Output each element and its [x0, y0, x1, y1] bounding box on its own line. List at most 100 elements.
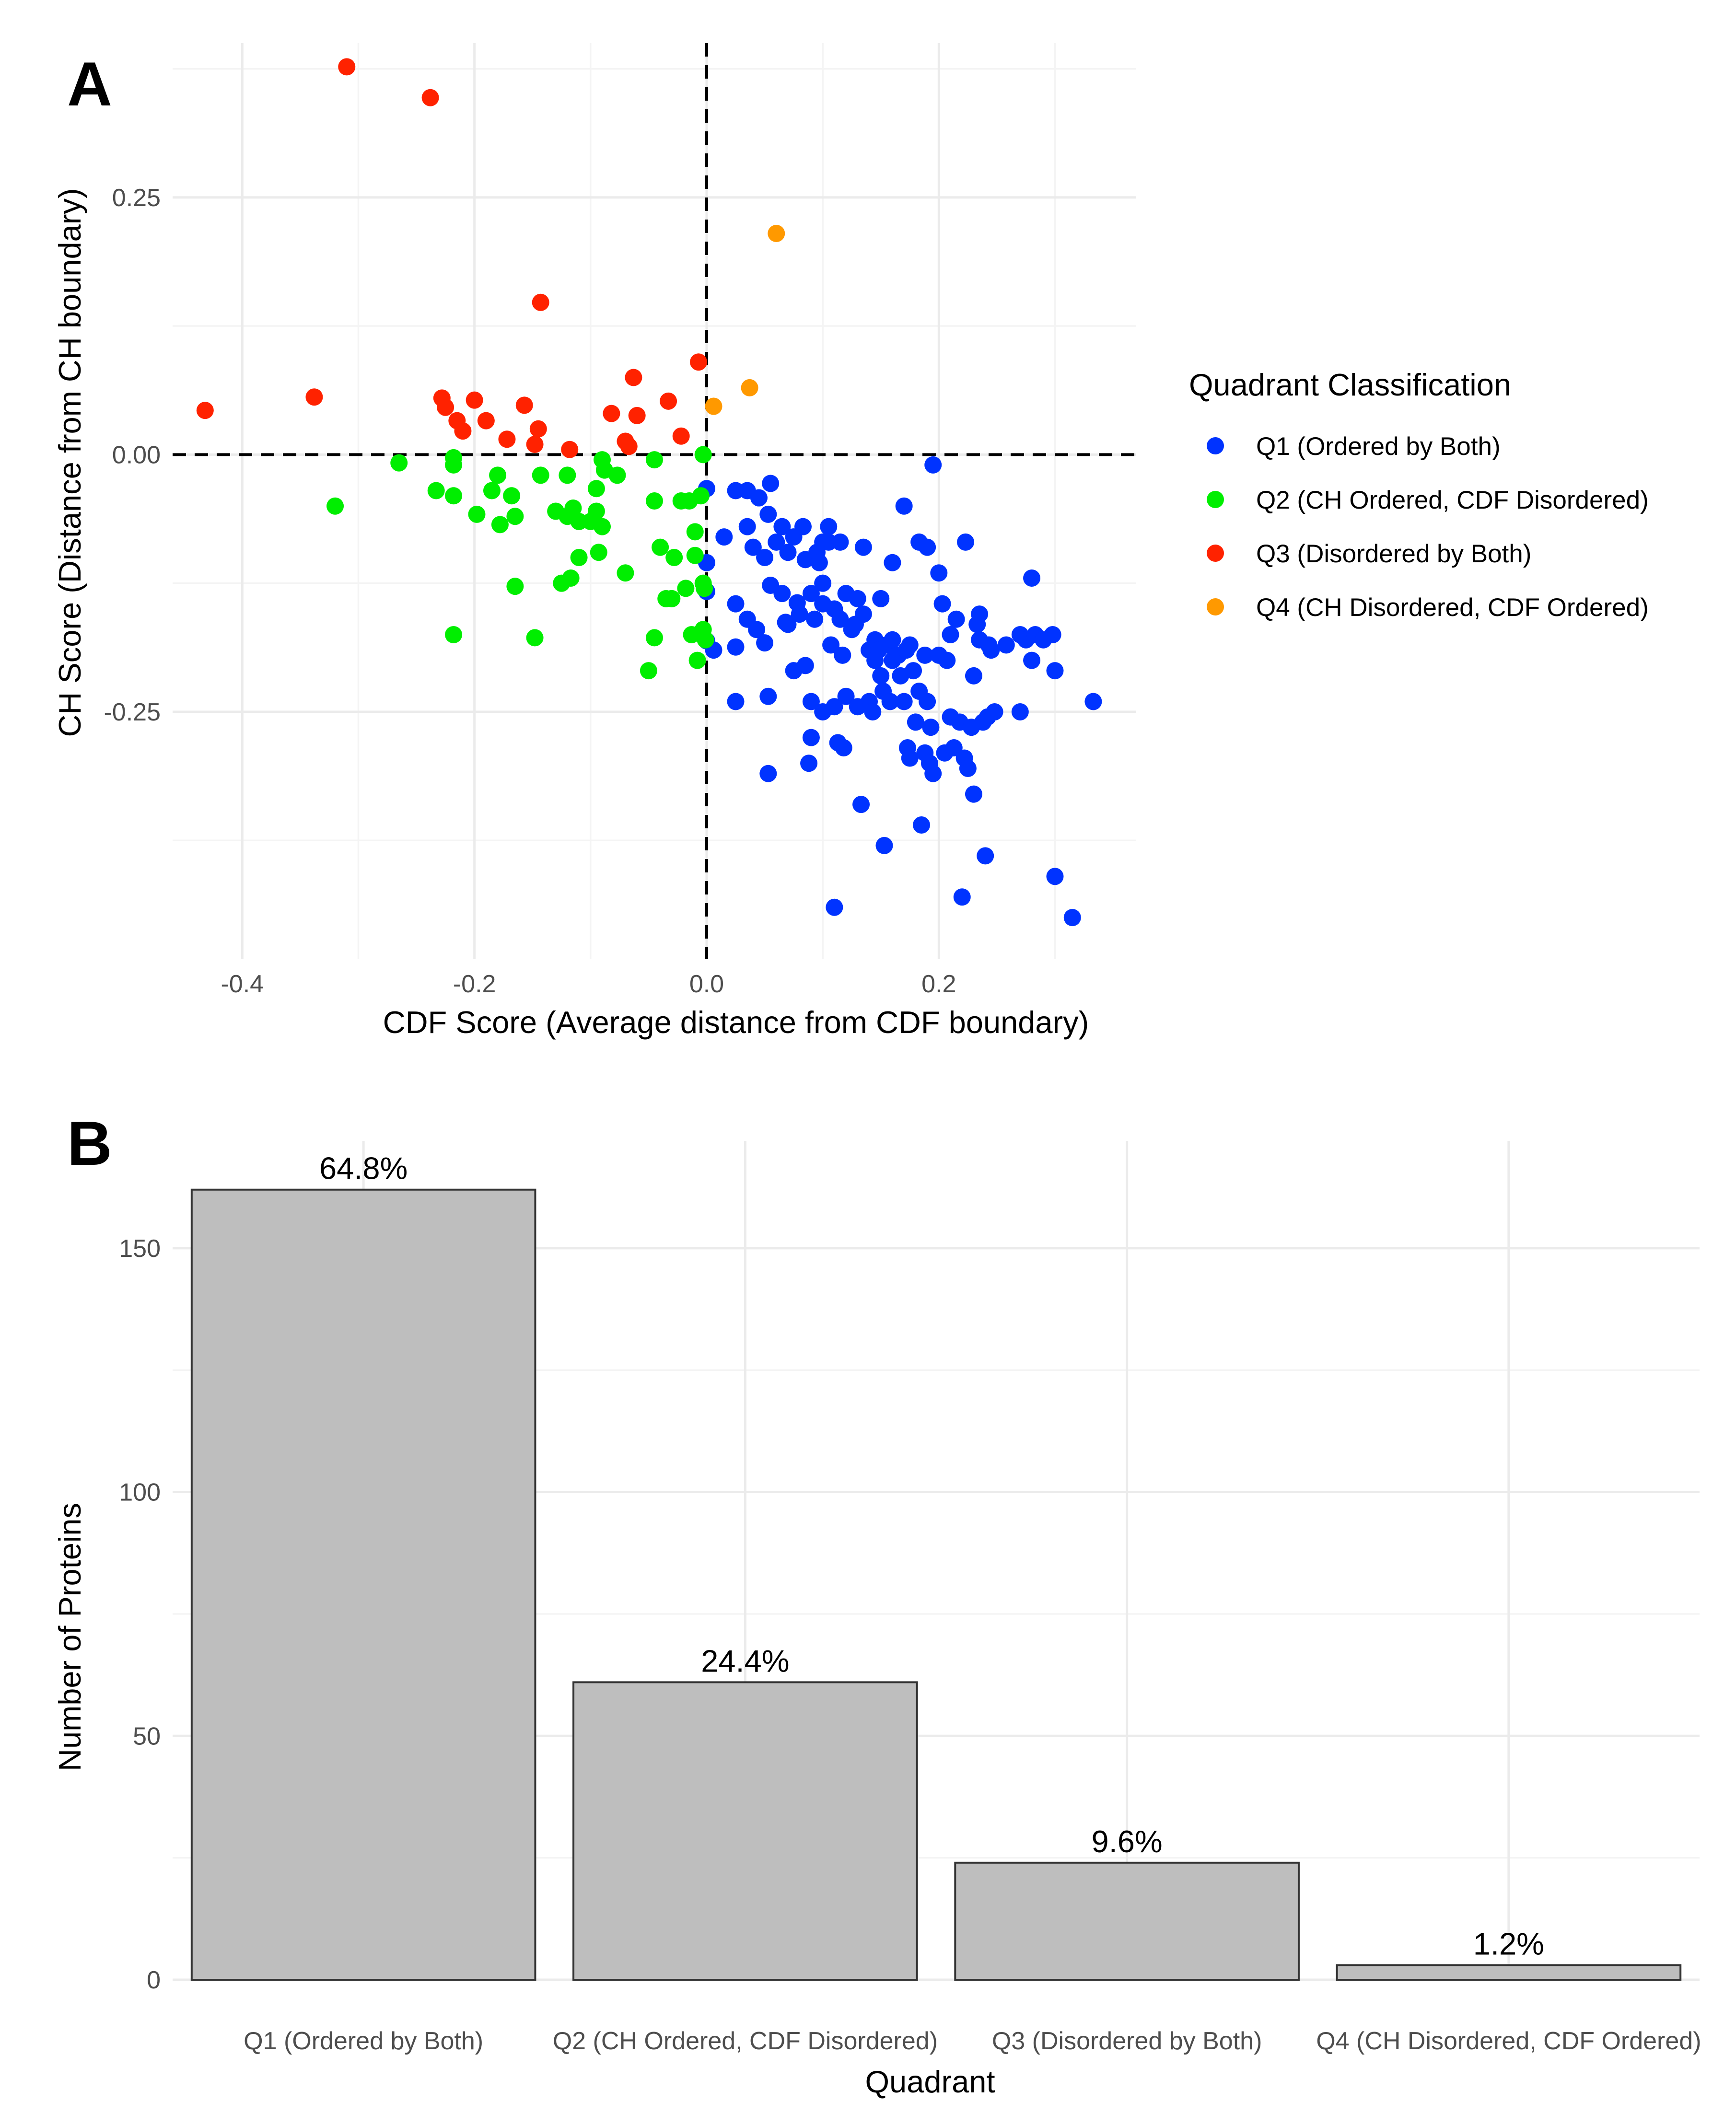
scatter-point-q1	[942, 626, 959, 643]
scatter-point-q1	[924, 456, 942, 474]
scatter-point-q3	[628, 406, 646, 424]
scatter-point-q1	[959, 759, 977, 777]
scatter-panel: A -0.4 -0.2 0.0 0.2 -0.25 0.00 0.25 CDF Score…	[52, 43, 1649, 1040]
scatter-point-q1	[800, 755, 818, 772]
scatter-point-q1	[802, 585, 820, 603]
scatter-point-q2	[468, 505, 486, 523]
scatter-point-q2	[427, 482, 445, 499]
scatter-point-q1	[1046, 662, 1064, 680]
scatter-point-q2	[506, 508, 524, 525]
scatter-point-q3	[620, 438, 638, 455]
scatter-point-q1	[738, 518, 756, 535]
bar-y-tick-labels: 0 50 100 150	[119, 1235, 161, 1994]
scatter-point-q1	[872, 667, 890, 685]
scatter-point-q1	[901, 636, 919, 654]
scatter-point-q2	[688, 651, 706, 669]
scatter-point-q1	[834, 646, 851, 664]
scatter-y-tick-labels: -0.25 0.00 0.25	[104, 184, 161, 726]
bar-data-label-q3: 9.6%	[1092, 1824, 1163, 1859]
scatter-point-q2	[445, 456, 463, 474]
scatter-point-q1	[895, 497, 913, 515]
scatter-point-q2	[503, 487, 521, 505]
scatter-point-q1	[779, 544, 797, 561]
scatter-point-q1	[837, 687, 855, 705]
scatter-point-q1	[957, 533, 975, 551]
scatter-point-q2	[665, 549, 683, 567]
scatter-point-q2	[532, 466, 549, 484]
scatter-point-q1	[901, 749, 919, 767]
bar-q1	[190, 1188, 536, 1981]
scatter-point-q3	[561, 441, 579, 458]
scatter-point-q1	[997, 636, 1015, 654]
legend-label-q1: Q1 (Ordered by Both)	[1256, 432, 1501, 461]
scatter-point-q3	[603, 405, 620, 422]
scatter-point-q2	[646, 451, 663, 469]
scatter-point-q1	[759, 765, 777, 782]
scatter-point-q2	[564, 499, 582, 517]
scatter-point-q4	[705, 397, 722, 415]
bar-q3	[954, 1861, 1300, 1981]
legend-key-q4	[1207, 598, 1224, 615]
scatter-legend: Quadrant Classification Q1 (Ordered by B…	[1189, 367, 1649, 622]
scatter-point-q2	[326, 497, 344, 515]
scatter-point-q1	[802, 729, 820, 746]
scatter-point-q2	[617, 564, 634, 582]
scatter-point-q1	[810, 554, 828, 571]
panel-a-letter: A	[67, 49, 112, 119]
scatter-point-q1	[756, 634, 774, 652]
x-tick-label: 0.0	[689, 970, 724, 998]
bar-data-label-q1: 64.8%	[319, 1151, 408, 1186]
scatter-point-q1	[727, 638, 745, 656]
scatter-point-q1	[933, 595, 951, 613]
y-tick-label: 0.25	[112, 184, 161, 212]
scatter-point-q1	[802, 693, 820, 710]
scatter-point-q1	[759, 687, 777, 705]
scatter-point-q3	[466, 391, 483, 409]
scatter-reference-lines	[173, 43, 1136, 959]
scatter-point-q1	[773, 518, 791, 535]
scatter-point-q3	[421, 89, 439, 106]
scatter-point-q1	[826, 698, 843, 716]
scatter-point-q1	[1023, 651, 1041, 669]
scatter-point-q1	[1046, 868, 1064, 885]
scatter-point-q3	[338, 58, 356, 76]
scatter-point-q1	[852, 796, 870, 813]
scatter-point-q1	[820, 518, 838, 535]
scatter-point-q1	[854, 605, 872, 623]
scatter-point-q2	[526, 629, 544, 647]
scatter-point-q1	[1084, 693, 1102, 710]
bar-q4	[1336, 1964, 1682, 1981]
scatter-point-q1	[814, 574, 832, 592]
panel-b-letter: B	[67, 1108, 112, 1178]
scatter-point-q2	[587, 502, 605, 520]
bar-x-tick-labels: Q1 (Ordered by Both) Q2 (CH Ordered, CDF …	[244, 2027, 1701, 2055]
legend-key-q1	[1207, 437, 1224, 454]
scatter-point-q4	[741, 379, 758, 396]
legend-items: Q1 (Ordered by Both) Q2 (CH Ordered, CDF …	[1207, 432, 1649, 622]
scatter-point-q1	[919, 538, 936, 556]
scatter-point-q2	[686, 523, 704, 541]
x-tick-label-q4: Q4 (CH Disordered, CDF Ordered)	[1316, 2027, 1701, 2055]
scatter-point-q2	[608, 466, 626, 484]
scatter-point-q1	[831, 610, 849, 628]
scatter-point-q1	[986, 703, 1003, 720]
scatter-point-q1	[930, 564, 948, 582]
scatter-point-q2	[483, 482, 501, 499]
scatter-point-q1	[1011, 703, 1029, 720]
x-tick-label-q3: Q3 (Disordered by Both)	[992, 2027, 1262, 2055]
scatter-point-q1	[762, 475, 780, 492]
scatter-point-q1	[806, 610, 824, 628]
scatter-point-q1	[756, 549, 774, 567]
scatter-point-q1	[924, 765, 942, 782]
scatter-point-q1	[794, 518, 812, 535]
scatter-point-q1	[872, 590, 890, 607]
scatter-point-q1	[750, 489, 768, 507]
scatter-y-axis-title: CH Score (Distance from CH boundary)	[52, 188, 87, 737]
scatter-point-q3	[498, 430, 516, 448]
y-tick-label: -0.25	[104, 698, 161, 726]
y-tick-label: 50	[133, 1722, 161, 1750]
scatter-point-q3	[437, 398, 454, 416]
scatter-point-q4	[768, 225, 785, 243]
scatter-point-q1	[791, 605, 808, 623]
